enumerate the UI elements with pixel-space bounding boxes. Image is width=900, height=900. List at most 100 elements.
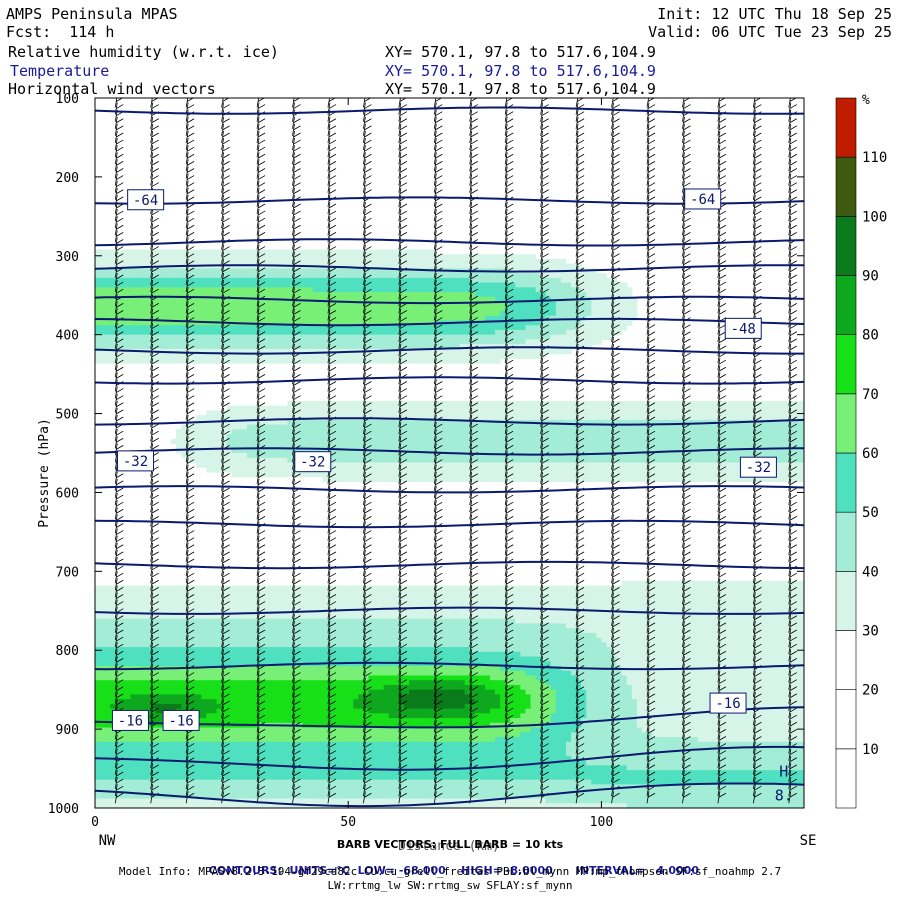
rh-cell	[312, 760, 319, 766]
rh-cell	[246, 277, 253, 284]
rh-cell	[388, 595, 395, 601]
rh-cell	[176, 353, 182, 359]
rh-cell	[343, 353, 349, 359]
rh-cell	[236, 467, 243, 473]
rh-cell	[262, 618, 268, 624]
rh-cell	[160, 694, 167, 700]
rh-cell	[170, 689, 177, 695]
rh-cell	[348, 642, 354, 648]
rh-cell	[297, 306, 304, 312]
rh-cell	[378, 779, 385, 785]
rh-cell	[115, 798, 121, 804]
rh-cell	[373, 661, 380, 667]
rh-cell	[312, 774, 319, 781]
rh-cell	[130, 329, 137, 336]
rh-cell	[196, 675, 202, 681]
rh-cell	[333, 476, 339, 482]
rh-cell	[388, 287, 395, 293]
rh-cell	[241, 467, 248, 473]
rh-cell	[135, 798, 142, 804]
rh-cell	[383, 457, 390, 464]
rh-cell	[267, 273, 273, 279]
rh-cell	[373, 419, 380, 426]
rh-cell	[282, 453, 289, 459]
rh-cell	[140, 282, 147, 288]
rh-cell	[226, 325, 233, 331]
rh-cell	[307, 329, 314, 336]
rh-cell	[100, 718, 106, 724]
rh-cell	[176, 632, 182, 639]
rh-cell	[246, 694, 253, 700]
rh-cell	[241, 666, 248, 672]
rh-cell	[120, 263, 126, 269]
rh-cell	[262, 438, 268, 445]
rh-cell	[231, 415, 238, 421]
rh-cell	[262, 315, 268, 322]
rh-cell	[343, 684, 349, 691]
rh-cell	[272, 353, 278, 359]
rh-cell	[170, 755, 177, 762]
rh-cell	[312, 292, 319, 298]
rh-cell	[348, 689, 354, 695]
rh-cell	[358, 424, 365, 430]
rh-cell	[226, 779, 233, 785]
rh-cell	[110, 642, 116, 648]
rh-cell	[373, 263, 380, 269]
rh-cell	[170, 273, 177, 279]
rh-cell	[272, 329, 278, 336]
rh-cell	[176, 732, 182, 738]
rh-cell	[317, 694, 324, 700]
rh-cell	[176, 784, 182, 790]
rh-cell	[292, 718, 299, 724]
rh-cell	[262, 424, 268, 430]
rh-cell	[100, 670, 106, 677]
rh-cell	[176, 358, 182, 364]
rh-cell	[160, 789, 167, 795]
rh-cell	[155, 353, 162, 359]
rh-cell	[267, 793, 273, 800]
rh-cell	[176, 746, 182, 752]
rh-cell	[216, 651, 223, 658]
rh-cell	[130, 798, 137, 804]
rh-cell	[257, 443, 263, 449]
rh-cell	[322, 718, 329, 724]
rh-cell	[277, 779, 283, 785]
rh-cell	[155, 798, 162, 804]
rh-cell	[110, 595, 116, 601]
rh-cell	[100, 604, 106, 610]
rh-cell	[267, 765, 273, 771]
rh-cell	[196, 666, 202, 672]
rh-cell	[115, 320, 121, 326]
rh-cell	[201, 301, 208, 307]
rh-cell	[262, 339, 268, 345]
rh-cell	[307, 689, 314, 695]
rh-cell	[302, 599, 309, 606]
rh-cell	[262, 344, 268, 350]
rh-cell	[251, 429, 258, 435]
rh-cell	[327, 301, 334, 307]
rh-cell	[368, 618, 375, 624]
rh-cell	[135, 613, 142, 620]
rh-cell	[317, 703, 324, 710]
rh-cell	[312, 623, 319, 629]
rh-cell	[358, 339, 365, 345]
rh-cell	[201, 637, 208, 643]
rh-cell	[186, 789, 192, 795]
rh-cell	[216, 798, 223, 804]
rh-cell	[231, 292, 238, 298]
rh-cell	[338, 400, 344, 407]
rh-cell	[115, 292, 121, 298]
rh-cell	[150, 334, 157, 340]
rh-cell	[383, 311, 390, 317]
rh-cell	[206, 694, 213, 700]
rh-cell	[246, 438, 253, 445]
rh-cell	[105, 325, 111, 331]
rh-cell	[155, 590, 162, 596]
rh-cell	[398, 315, 405, 322]
rh-cell	[287, 793, 294, 800]
rh-cell	[251, 311, 258, 317]
rh-cell	[267, 329, 273, 336]
rh-cell	[343, 277, 349, 284]
rh-cell	[383, 471, 390, 478]
rh-cell	[262, 732, 268, 738]
